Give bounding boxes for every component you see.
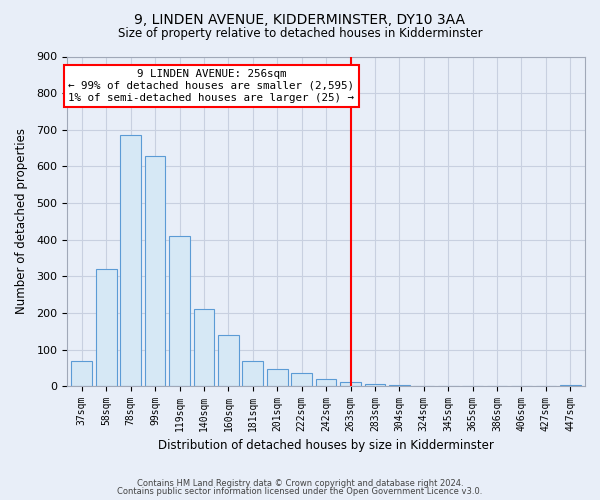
Bar [71, 360, 92, 386]
Bar [121, 136, 141, 386]
X-axis label: Distribution of detached houses by size in Kidderminster: Distribution of detached houses by size … [158, 440, 494, 452]
Bar [365, 384, 385, 386]
Bar [194, 310, 214, 386]
Y-axis label: Number of detached properties: Number of detached properties [15, 128, 28, 314]
Bar [316, 379, 337, 386]
Bar [242, 362, 263, 386]
Bar [291, 374, 312, 386]
Bar [340, 382, 361, 386]
Text: 9 LINDEN AVENUE: 256sqm
← 99% of detached houses are smaller (2,595)
1% of semi-: 9 LINDEN AVENUE: 256sqm ← 99% of detache… [68, 70, 354, 102]
Bar [560, 385, 581, 386]
Text: Size of property relative to detached houses in Kidderminster: Size of property relative to detached ho… [118, 28, 482, 40]
Bar [169, 236, 190, 386]
Bar [96, 269, 116, 386]
Bar [145, 156, 166, 386]
Text: Contains public sector information licensed under the Open Government Licence v3: Contains public sector information licen… [118, 487, 482, 496]
Bar [218, 335, 239, 386]
Bar [267, 368, 287, 386]
Text: Contains HM Land Registry data © Crown copyright and database right 2024.: Contains HM Land Registry data © Crown c… [137, 478, 463, 488]
Text: 9, LINDEN AVENUE, KIDDERMINSTER, DY10 3AA: 9, LINDEN AVENUE, KIDDERMINSTER, DY10 3A… [134, 12, 466, 26]
